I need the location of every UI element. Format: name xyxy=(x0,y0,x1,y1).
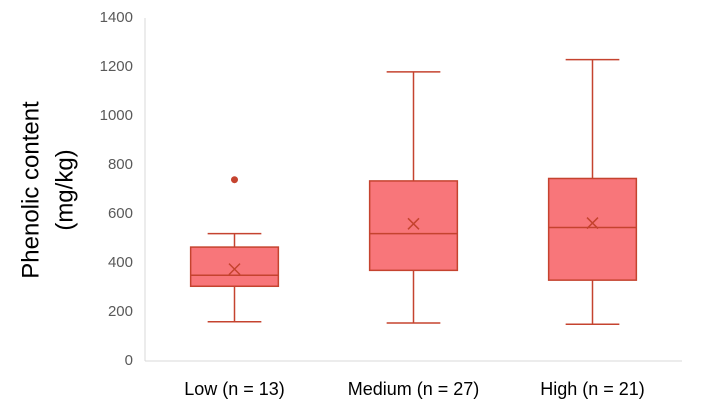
box xyxy=(368,180,459,272)
y-axis-title-line: (mg/kg) xyxy=(51,149,78,230)
x-tick-label: High (n = 21) xyxy=(540,379,645,399)
outlier xyxy=(231,176,238,184)
x-tick-label: Low (n = 13) xyxy=(184,379,285,399)
y-axis-title: Phenolic content (mg/kg) xyxy=(17,101,78,279)
mean-marker xyxy=(586,217,599,230)
x-tick-label: Medium (n = 27) xyxy=(348,379,480,399)
y-axis-title-line: Phenolic content xyxy=(17,101,44,279)
y-tick-label: 1200 xyxy=(100,58,133,75)
box xyxy=(547,177,638,281)
y-tick-label: 1400 xyxy=(100,9,133,26)
mean-marker xyxy=(407,217,420,230)
y-tick-label: 0 xyxy=(125,352,133,369)
y-tick-label: 800 xyxy=(108,156,133,173)
box xyxy=(189,246,280,288)
mean-marker xyxy=(228,263,241,276)
y-tick-label: 1000 xyxy=(100,107,133,124)
y-tick-label: 200 xyxy=(108,303,133,320)
y-tick-label: 600 xyxy=(108,205,133,222)
y-tick-label: 400 xyxy=(108,254,133,271)
